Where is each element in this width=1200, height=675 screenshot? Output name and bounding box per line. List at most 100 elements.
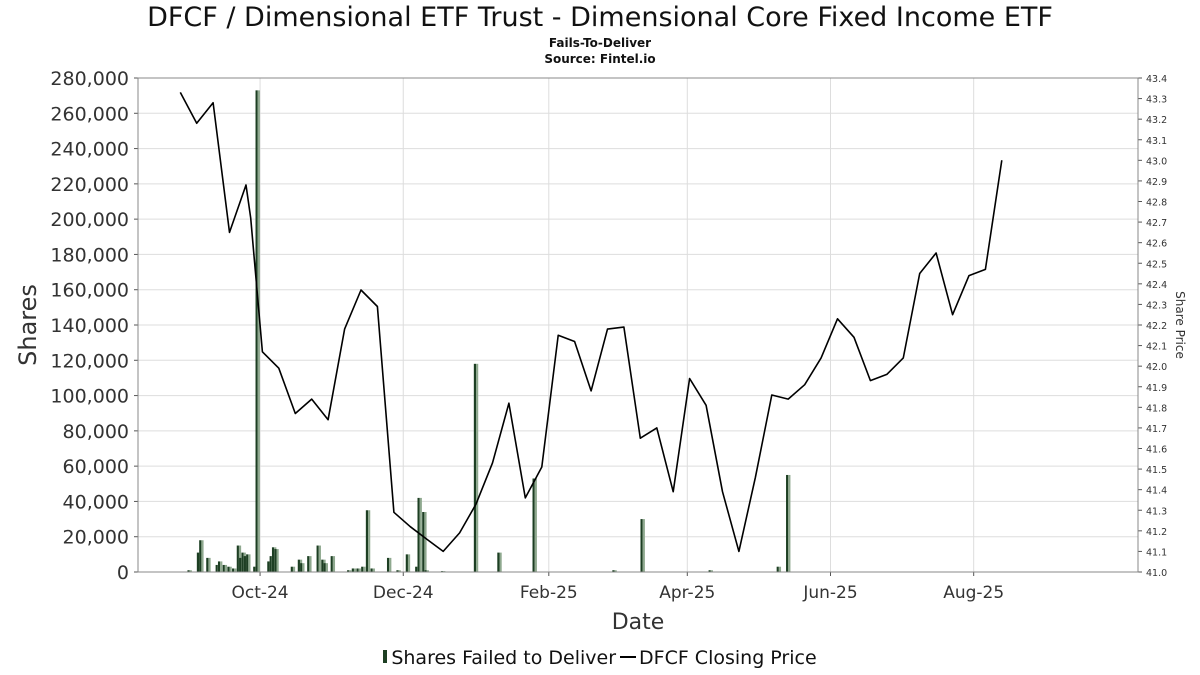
x-tick-label: Feb-25 [520, 583, 578, 603]
ftd-bar [196, 552, 200, 572]
y2-tick-label: 42.9 [1146, 177, 1167, 188]
ftd-bar [307, 556, 310, 572]
ftd-bar [330, 556, 333, 572]
ftd-bar-shade [407, 554, 411, 572]
y-tick-label: 120,000 [50, 350, 129, 372]
y2-tick-label: 43.0 [1146, 156, 1167, 167]
ftd-bar [206, 557, 209, 572]
chart-title: DFCF / Dimensional ETF Trust - Dimension… [147, 2, 1053, 33]
ftd-bar [356, 568, 359, 572]
ftd-bar-shade [363, 566, 366, 572]
y2-tick-label: 41.9 [1146, 383, 1167, 394]
ftd-bar-shade [201, 540, 204, 572]
y2-tick-label: 41.8 [1146, 403, 1167, 414]
ftd-bar [473, 363, 477, 572]
ftd-bar-shade [234, 568, 237, 572]
ftd-bar [217, 561, 221, 572]
ftd-bar [316, 545, 319, 572]
legend-bar-swatch [383, 650, 388, 663]
ftd-bar [532, 478, 535, 572]
x-tick-label: Apr-25 [659, 583, 715, 603]
y2-tick-label: 41.0 [1146, 568, 1167, 579]
y-tick-label: 80,000 [63, 421, 129, 443]
y-tick-label: 200,000 [50, 209, 129, 231]
ftd-bar-shade [368, 510, 371, 572]
ftd-bar [612, 570, 615, 572]
y2-tick-label: 43.4 [1146, 74, 1167, 85]
ftd-bar-shade [534, 478, 537, 572]
ftd-bar [236, 545, 239, 572]
chart-subtitle: Fails-To-Deliver [548, 36, 652, 50]
ftd-bar [497, 552, 500, 572]
ftd-bar [297, 559, 300, 572]
y-axis-title: Shares [14, 284, 42, 366]
y2-tick-label: 42.5 [1146, 259, 1167, 270]
ftd-bar [321, 559, 324, 572]
ftd-bar [386, 557, 390, 572]
legend-line-swatch [620, 655, 637, 658]
y2-tick-label: 43.3 [1146, 95, 1167, 106]
ftd-bar-shade [302, 563, 305, 572]
ftd-bar-shade [248, 554, 251, 572]
ftd-bar-shade [642, 519, 645, 572]
x-tick-label: Oct-24 [231, 583, 288, 603]
y2-tick-label: 42.0 [1146, 362, 1167, 373]
plot-frame [137, 77, 1139, 573]
ftd-bar-shade [229, 566, 232, 572]
x-tick-label: Aug-25 [943, 583, 1004, 603]
ftd-bar [361, 566, 364, 572]
y2-tick-label: 41.2 [1146, 527, 1167, 538]
ftd-bar [347, 570, 350, 572]
ftd-bar [232, 568, 235, 572]
y-tick-label: 260,000 [50, 103, 129, 125]
ftd-bar [271, 547, 275, 572]
y-tick-label: 60,000 [63, 456, 129, 478]
y-tick-label: 40,000 [63, 491, 129, 513]
ftd-bar [274, 549, 277, 572]
ftd-bar [422, 512, 425, 572]
y2-tick-label: 41.7 [1146, 424, 1167, 435]
ftd-bar-shade [276, 549, 279, 572]
y2-tick-label: 41.4 [1146, 486, 1167, 497]
ftd-bar-shade [257, 90, 260, 572]
y2-tick-label: 43.2 [1146, 115, 1167, 126]
ftd-bar-shade [424, 512, 427, 572]
ftd-bar [786, 474, 789, 572]
x-tick-label: Dec-24 [373, 583, 434, 603]
y-tick-label: 280,000 [50, 68, 129, 90]
ftd-bar [396, 570, 399, 572]
y2-tick-label: 42.7 [1146, 218, 1167, 229]
ftd-bar-shade [476, 363, 479, 572]
y2-tick-label: 42.1 [1146, 342, 1167, 353]
ftd-bar-shade [189, 570, 192, 572]
y-tick-label: 100,000 [50, 386, 129, 408]
legend-line-label: DFCF Closing Price [639, 647, 817, 669]
y-tick-label: 0 [117, 562, 129, 584]
ftd-bar [708, 570, 711, 572]
ftd-bar-shade [358, 568, 361, 572]
ftd-bar [222, 564, 225, 572]
ftd-bar [300, 563, 303, 572]
ftd-bar [424, 570, 427, 572]
ftd-bar-shade [389, 557, 392, 572]
ftd-bar [246, 554, 249, 572]
ftd-bar [417, 497, 420, 572]
ftd-bar-shade [318, 545, 321, 572]
ftd-bar [255, 90, 258, 572]
ftd-bar [640, 519, 643, 572]
ftd-bar [365, 510, 369, 572]
ftd-bar-shade [220, 561, 223, 572]
ftd-bar [290, 566, 293, 572]
ftd-bar [199, 540, 202, 572]
y2-tick-label: 41.5 [1146, 465, 1167, 476]
ftd-bar-shade [398, 570, 401, 572]
x-tick-label: Jun-25 [802, 583, 857, 603]
ftd-bar [241, 552, 244, 572]
y2-tick-label: 42.6 [1146, 239, 1167, 250]
y-tick-label: 180,000 [50, 244, 129, 266]
ftd-bar-shade [788, 474, 791, 572]
legend-bars-label: Shares Failed to Deliver [391, 647, 617, 669]
ftd-bar-shade [778, 566, 782, 572]
y2-tick-label: 43.1 [1146, 136, 1167, 147]
